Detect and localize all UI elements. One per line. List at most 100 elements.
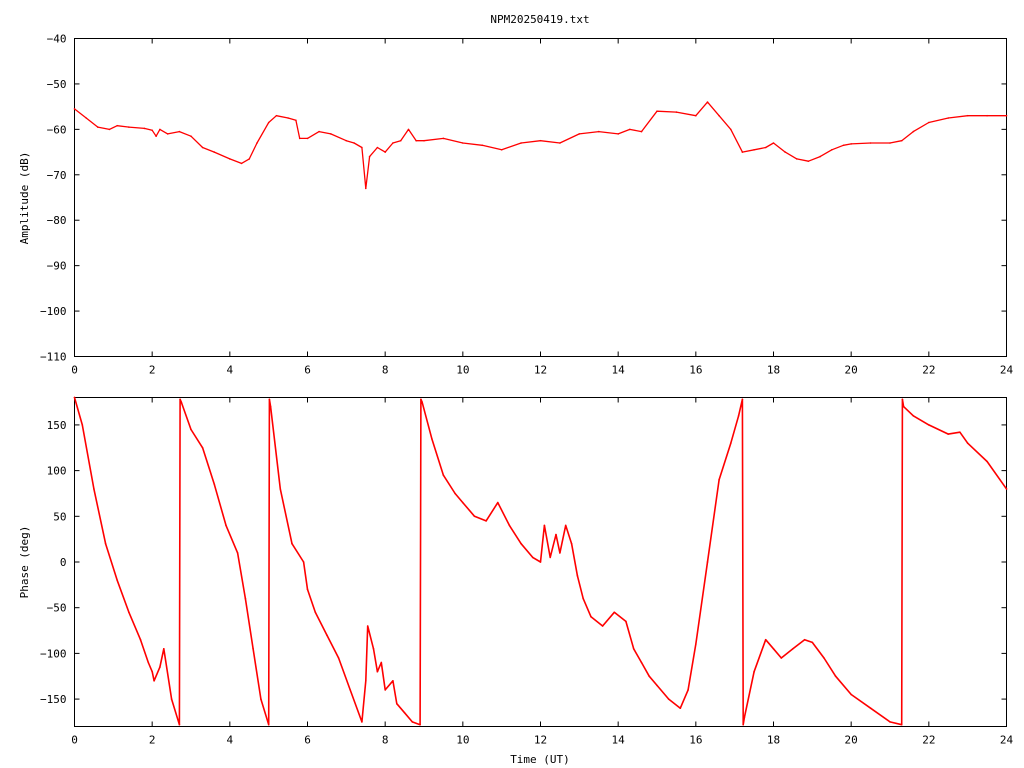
phase-data-point: [163, 648, 165, 650]
amplitude-data-point: [772, 142, 775, 144]
phase-data-point: [213, 483, 216, 486]
phase-data-point: [159, 666, 161, 668]
amplitude-data-point: [675, 111, 678, 113]
phase-y-tick-label: 0: [60, 556, 67, 569]
amplitude-data-point: [306, 137, 309, 140]
phase-data-point: [632, 648, 635, 650]
phase-data-point: [180, 401, 183, 403]
amplitude-data-point: [850, 143, 852, 145]
phase-y-tick-label: 150: [47, 419, 67, 432]
amplitude-x-tick-label: 18: [767, 364, 780, 377]
phase-data-point: [178, 723, 181, 726]
phase-x-tick-label: 22: [922, 734, 935, 747]
amplitude-data-point: [108, 128, 111, 131]
phase-data-point: [555, 533, 557, 536]
amplitude-x-tick-label: 20: [845, 364, 858, 377]
phase-y-tick-label: 50: [53, 510, 66, 523]
amplitude-data-point: [656, 110, 658, 112]
phase-y-tick-label: 100: [47, 465, 67, 478]
phase-data-point: [656, 684, 658, 687]
phase-data-point: [81, 424, 84, 426]
phase-data-point: [376, 670, 379, 673]
phase-data-point: [706, 561, 709, 563]
amplitude-data-point: [986, 114, 988, 117]
phase-data-point: [179, 398, 181, 401]
phase-data-point: [225, 524, 227, 527]
amplitude-data-point: [617, 133, 619, 135]
phase-data-point: [403, 712, 406, 714]
phase-data-point: [337, 657, 340, 659]
phase-data-point: [803, 638, 806, 641]
amplitude-data-point: [1005, 114, 1008, 117]
amplitude-plot-frame: [74, 38, 1007, 357]
phase-data-point: [147, 661, 150, 664]
phase-data-point: [431, 437, 433, 440]
phase-data-point: [508, 524, 511, 527]
amplitude-data-point: [229, 158, 231, 160]
phase-data-point: [834, 675, 837, 677]
phase-data-point: [902, 405, 905, 408]
phase-data-point: [153, 680, 155, 682]
phase-data-point: [576, 574, 579, 577]
amplitude-data-point: [947, 117, 950, 119]
phase-x-tick-label: 24: [1000, 734, 1014, 747]
amplitude-data-point: [353, 142, 355, 144]
phase-data-point: [625, 620, 627, 623]
phase-data-point: [742, 723, 744, 726]
phase-data-point: [73, 396, 76, 399]
amplitude-data-point: [213, 151, 216, 153]
phase-x-tick-label: 18: [767, 734, 780, 747]
amplitude-x-tick-label: 0: [71, 364, 78, 377]
phase-data-point: [741, 398, 744, 401]
amplitude-data-point: [415, 139, 418, 142]
phase-data-point: [679, 707, 682, 709]
phase-data-point: [559, 552, 561, 554]
phase-data-point: [116, 579, 118, 582]
amplitude-x-tick-label: 14: [612, 364, 626, 377]
amplitude-data-point: [155, 135, 157, 137]
amplitude-data-point: [629, 128, 631, 131]
amplitude-data-point: [640, 130, 643, 133]
amplitude-data-point: [376, 146, 379, 149]
amplitude-y-tick-label: −90: [47, 260, 67, 273]
phase-x-tick-label: 4: [227, 734, 234, 747]
amplitude-y-tick-label: −60: [47, 123, 67, 136]
chart-title: NPM20250419.txt: [490, 13, 589, 26]
phase-data-point: [380, 661, 383, 664]
phase-data-point: [396, 702, 398, 705]
phase-data-point: [753, 670, 755, 673]
amplitude-data-point: [462, 142, 464, 144]
phase-data-point: [128, 611, 130, 614]
phase-data-point: [667, 698, 670, 700]
amplitude-data-point: [97, 126, 99, 128]
phase-data-point: [764, 638, 767, 641]
amplitude-data-point: [275, 114, 278, 117]
amplitude-x-tick-label: 6: [304, 364, 311, 377]
phase-y-tick-label: −150: [40, 693, 67, 706]
amplitude-x-tick-label: 24: [1000, 364, 1014, 377]
amplitude-data-point: [368, 155, 371, 158]
phase-data-point: [780, 657, 783, 659]
amplitude-data-point: [784, 151, 786, 153]
amplitude-data-point: [706, 101, 709, 103]
amplitude-x-tick-label: 2: [149, 364, 156, 377]
phase-data-point: [384, 689, 387, 691]
phase-data-point: [687, 689, 689, 691]
amplitude-data-point: [842, 144, 845, 147]
phase-data-point: [314, 611, 317, 614]
phase-data-point: [279, 488, 282, 490]
amplitude-data-point: [73, 108, 76, 110]
phase-data-point: [912, 415, 915, 417]
amplitude-data-point: [539, 139, 542, 142]
amplitude-data-point: [248, 158, 251, 160]
phase-series-line: [73, 396, 1008, 726]
phase-data-point: [442, 474, 445, 477]
amplitude-data-point: [423, 139, 425, 142]
amplitude-data-point: [819, 155, 821, 158]
phase-data-point: [730, 442, 732, 445]
amplitude-data-point: [442, 137, 445, 140]
amplitude-data-point: [85, 117, 87, 119]
amplitude-data-point: [807, 160, 810, 162]
amplitude-y-tick-label: −40: [47, 33, 67, 46]
phase-data-point: [959, 431, 961, 434]
